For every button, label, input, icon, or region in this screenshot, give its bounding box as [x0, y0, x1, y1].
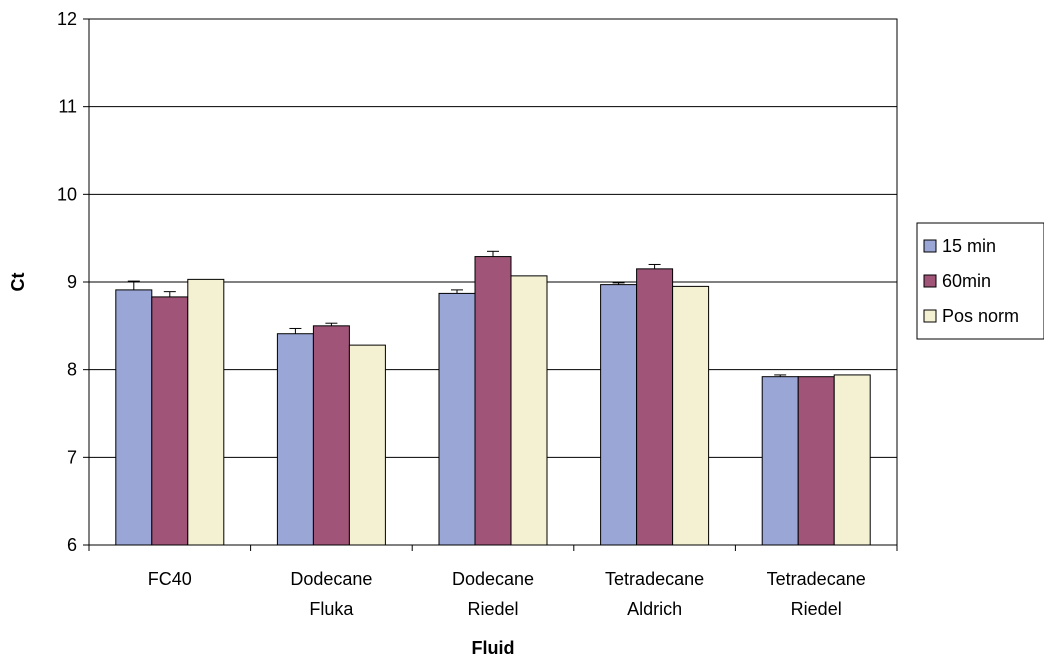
x-tick-label: Aldrich [627, 599, 682, 619]
axes [83, 18, 898, 551]
bar-pos-norm [833, 374, 871, 546]
y-tick-label: 12 [57, 9, 77, 29]
x-tick-label: Fluka [309, 599, 354, 619]
y-tick-label: 6 [67, 535, 77, 555]
y-tick-label: 10 [57, 184, 77, 204]
x-tick-label: Dodecane [452, 569, 534, 589]
bar-15-min [761, 376, 799, 546]
bar-60min [312, 325, 350, 546]
x-tick-label: FC40 [148, 569, 192, 589]
y-tick-label: 8 [67, 360, 77, 380]
bar-pos-norm [510, 275, 548, 546]
x-tick-label: Dodecane [290, 569, 372, 589]
bar-15-min [600, 284, 638, 546]
bar-15-min [438, 292, 476, 546]
legend-label: 60min [942, 271, 991, 291]
legend-label: 15 min [942, 236, 996, 256]
x-axis-title: Fluid [472, 638, 515, 658]
x-tick-label: Tetradecane [605, 569, 704, 589]
y-tick-labels: 6 7 8 9 10 11 12 [57, 9, 77, 555]
bar-60min [151, 296, 189, 546]
bar-pos-norm [672, 285, 710, 546]
bar-60min [474, 256, 512, 546]
bar-60min [636, 268, 674, 546]
x-tick-label: Tetradecane [767, 569, 866, 589]
legend: 15 min 60min Pos norm [916, 222, 1044, 340]
y-tick-label: 11 [58, 97, 77, 117]
bars [115, 250, 871, 546]
y-axis-title: Ct [8, 273, 28, 292]
y-tick-label: 9 [67, 272, 77, 292]
y-tick-label: 7 [67, 447, 77, 467]
bar-pos-norm [187, 278, 225, 546]
legend-swatch [923, 309, 937, 323]
bar-60min [797, 376, 835, 546]
x-tick-label: Riedel [467, 599, 518, 619]
bar-15-min [276, 333, 314, 546]
bar-pos-norm [348, 344, 386, 546]
x-tick-label: Riedel [791, 599, 842, 619]
legend-box [916, 222, 1044, 340]
bar-15-min [115, 289, 153, 546]
legend-swatch [923, 274, 937, 288]
x-tick-labels: FC40 Dodecane Fluka Dodecane Riedel Tetradeca… [148, 569, 866, 619]
legend-swatch [923, 239, 937, 253]
legend-label: Pos norm [942, 306, 1019, 326]
